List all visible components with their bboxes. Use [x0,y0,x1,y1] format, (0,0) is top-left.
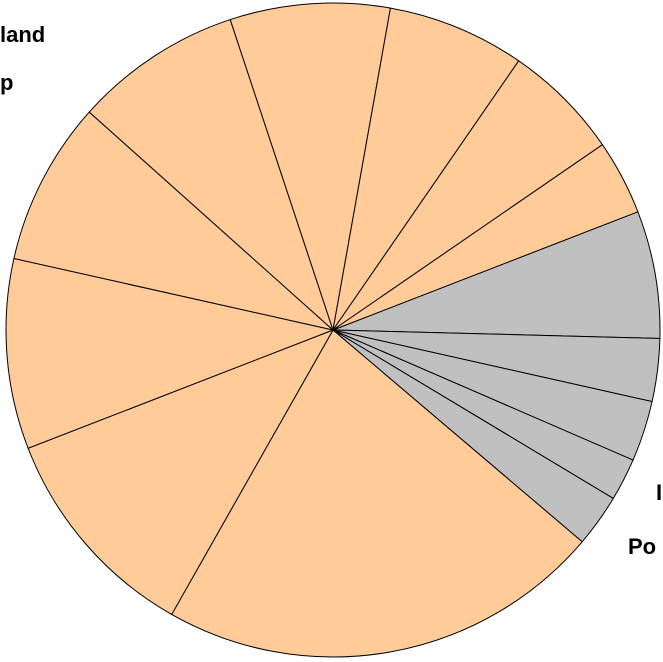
pie-slice [332,143,639,331]
pie-slice [170,329,583,658]
pie-slice [332,211,661,339]
pie-slice [5,257,335,449]
pie-slice [27,329,335,616]
slice-label: I [656,480,662,505]
slice-label: p [0,70,13,95]
pie-slice [88,18,335,332]
pie-slice [13,111,335,331]
slice-label: Po [628,534,656,559]
slice-label: land [0,22,45,47]
pie-slice [229,2,392,331]
pie-slice [332,7,520,331]
